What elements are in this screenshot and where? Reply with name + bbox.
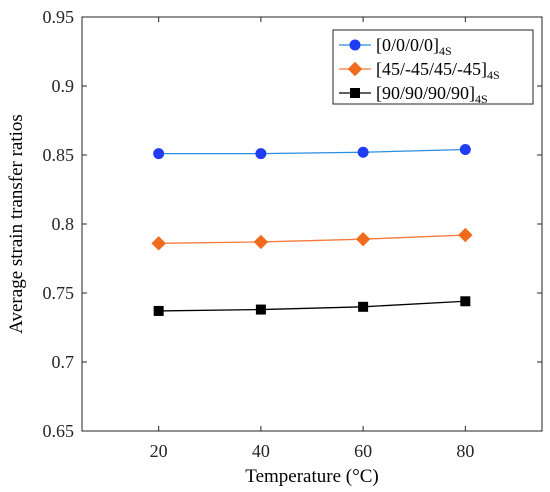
series-square <box>153 296 471 316</box>
x-tick-label: 20 <box>150 441 168 461</box>
data-point-marker <box>459 143 471 155</box>
y-tick-label: 0.75 <box>43 283 75 303</box>
series-line <box>158 148 466 155</box>
legend-marker <box>349 39 361 51</box>
y-tick-label: 0.85 <box>43 145 75 165</box>
data-point-marker <box>460 296 471 307</box>
data-point-marker <box>151 236 166 251</box>
legend-marker <box>347 61 363 77</box>
legend-label: [45/-45/45/-45]4S <box>376 59 500 82</box>
series-line <box>158 300 466 312</box>
data-point-marker <box>253 234 269 250</box>
data-point-marker <box>357 146 369 158</box>
data-point-marker <box>153 148 165 160</box>
data-point-marker <box>255 304 266 315</box>
x-tick-label: 80 <box>456 441 474 461</box>
x-axis: 20 40 60 80 <box>150 17 474 461</box>
data-point-marker <box>358 301 369 312</box>
y-axis: 0.65 0.7 0.75 0.8 0.85 0.9 0.95 <box>43 7 542 441</box>
y-tick-label: 0.8 <box>52 214 75 234</box>
data-point-marker <box>355 231 371 247</box>
legend-label: [90/90/90/90]4S <box>376 83 488 106</box>
data-point-marker <box>153 305 164 316</box>
series-line <box>158 234 466 244</box>
series-diamond <box>151 227 473 251</box>
x-tick-label: 60 <box>354 441 372 461</box>
y-tick-label: 0.95 <box>43 7 75 27</box>
data-point-marker <box>458 227 473 243</box>
legend-marker <box>350 88 360 98</box>
y-tick-label: 0.9 <box>52 76 75 96</box>
x-tick-label: 40 <box>252 441 270 461</box>
x-axis-title: Temperature (°C) <box>245 466 378 487</box>
series-circle <box>153 143 471 160</box>
y-axis-title: Average strain transfer ratios <box>6 114 27 334</box>
y-tick-label: 0.7 <box>52 352 75 372</box>
legend: [0/0/0/0]4S[45/-45/45/-45]4S[90/90/90/90… <box>332 29 534 106</box>
series-layer <box>151 143 473 316</box>
y-tick-label: 0.65 <box>43 421 75 441</box>
legend-box <box>332 29 534 105</box>
legend-label: [0/0/0/0]4S <box>376 35 452 58</box>
data-point-marker <box>255 148 267 160</box>
